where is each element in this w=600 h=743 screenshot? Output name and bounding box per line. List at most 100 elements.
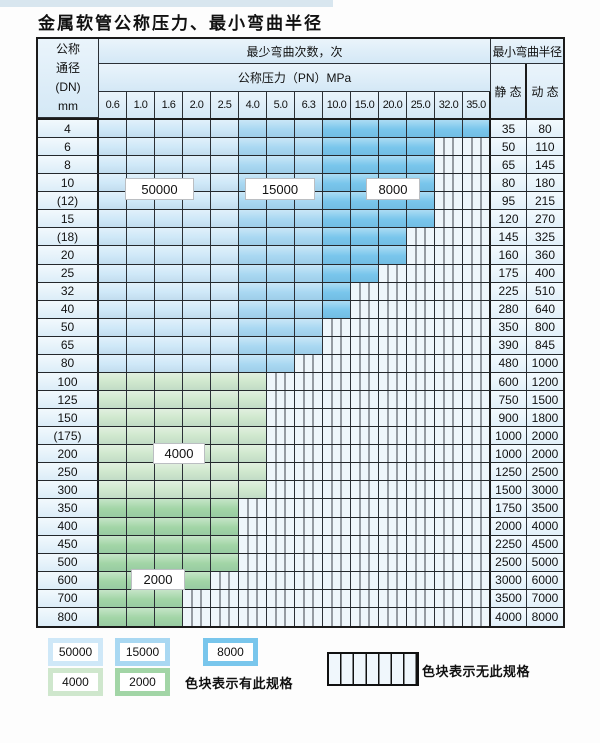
spec-cell xyxy=(211,138,239,156)
spec-cell xyxy=(379,138,407,156)
spec-cell xyxy=(435,463,463,481)
spec-cell xyxy=(435,427,463,445)
spec-cell xyxy=(183,282,211,300)
spec-cell xyxy=(99,553,127,571)
table-row: 8 65 145 xyxy=(38,156,563,175)
spec-cell xyxy=(239,517,267,535)
spec-cell xyxy=(295,463,323,481)
spec-cell xyxy=(127,553,155,571)
spec-cell xyxy=(267,463,295,481)
spec-cell xyxy=(295,427,323,445)
spec-cell xyxy=(463,174,491,192)
spec-cell xyxy=(99,192,127,210)
nominal-pressure-header: 公称压力（PN）MPa xyxy=(99,64,491,92)
table-row: 50 350 800 xyxy=(38,318,563,337)
static-radius-cell: 390 xyxy=(491,336,527,354)
static-radius-cell: 3000 xyxy=(491,571,527,589)
spec-cell xyxy=(99,535,127,553)
legend-swatch-2000: 2000 xyxy=(115,668,170,696)
spec-cell xyxy=(407,264,435,282)
spec-cell xyxy=(435,318,463,336)
spec-cell xyxy=(463,535,491,553)
spec-cell xyxy=(183,499,211,517)
dynamic-radius-cell: 325 xyxy=(527,228,563,246)
legend-swatch-label: 50000 xyxy=(53,643,98,661)
spec-cell xyxy=(99,138,127,156)
spec-cell xyxy=(155,336,183,354)
spec-cell xyxy=(407,156,435,174)
dynamic-radius-cell: 2500 xyxy=(527,463,563,481)
spec-cell xyxy=(211,192,239,210)
pressure-column-header: 10.0 xyxy=(323,92,351,118)
spec-cell xyxy=(407,228,435,246)
spec-cell xyxy=(183,228,211,246)
table-header: 公称 通径 (DN) mm 最少弯曲次数，次 最小弯曲半径 公称压力（PN）MP… xyxy=(38,39,563,120)
pressure-column-header: 1.0 xyxy=(127,92,155,118)
region-label-15000: 15000 xyxy=(245,178,315,200)
static-radius-cell: 1000 xyxy=(491,445,527,463)
spec-cell xyxy=(127,228,155,246)
spec-cell xyxy=(211,535,239,553)
dn-cell: 100 xyxy=(38,372,99,391)
spec-cell xyxy=(463,571,491,589)
table-row: 4 35 80 xyxy=(38,120,563,139)
spec-cell xyxy=(99,607,127,626)
spec-cell xyxy=(239,571,267,589)
dynamic-radius-cell: 8000 xyxy=(527,607,563,626)
dynamic-radius-cell: 5000 xyxy=(527,553,563,571)
spec-cell xyxy=(99,445,127,463)
spec-cell xyxy=(267,210,295,228)
spec-cell xyxy=(463,517,491,535)
spec-cell xyxy=(267,138,295,156)
spec-cell xyxy=(351,156,379,174)
table-row: (175) 1000 2000 xyxy=(38,427,563,446)
spec-cell xyxy=(155,517,183,535)
spec-cell xyxy=(127,607,155,626)
spec-cell xyxy=(99,571,127,589)
spec-cell xyxy=(379,372,407,391)
spec-cell xyxy=(239,138,267,156)
dynamic-radius-cell: 4000 xyxy=(527,517,563,535)
spec-cell xyxy=(183,607,211,626)
spec-cell xyxy=(323,120,351,138)
spec-cell xyxy=(183,463,211,481)
static-radius-cell: 1000 xyxy=(491,427,527,445)
spec-cell xyxy=(295,138,323,156)
spec-cell xyxy=(351,409,379,427)
spec-cell xyxy=(211,264,239,282)
spec-cell xyxy=(379,264,407,282)
spec-cell xyxy=(127,354,155,372)
spec-cell xyxy=(407,336,435,354)
static-radius-cell: 480 xyxy=(491,354,527,372)
spec-cell xyxy=(239,318,267,336)
spec-cell xyxy=(267,409,295,427)
spec-cell xyxy=(155,354,183,372)
dn-cell: 400 xyxy=(38,517,99,535)
spec-cell xyxy=(435,571,463,589)
spec-cell xyxy=(295,246,323,264)
spec-cell xyxy=(407,354,435,372)
spec-cell xyxy=(239,264,267,282)
spec-cell xyxy=(183,264,211,282)
spec-cell xyxy=(183,427,211,445)
dn-cell: 40 xyxy=(38,300,99,318)
spec-cell xyxy=(463,336,491,354)
spec-cell xyxy=(351,264,379,282)
dn-cell: 450 xyxy=(38,535,99,553)
dn-cell: 600 xyxy=(38,571,99,589)
dn-cell: 300 xyxy=(38,481,99,499)
spec-cell xyxy=(267,499,295,517)
spec-cell xyxy=(99,517,127,535)
static-radius-cell: 280 xyxy=(491,300,527,318)
spec-cell xyxy=(407,210,435,228)
static-radius-cell: 145 xyxy=(491,228,527,246)
spec-cell xyxy=(211,246,239,264)
spec-cell xyxy=(351,517,379,535)
spec-cell xyxy=(99,210,127,228)
spec-cell xyxy=(155,535,183,553)
spec-cell xyxy=(127,589,155,607)
spec-cell xyxy=(323,264,351,282)
pressure-column-header: 4.0 xyxy=(239,92,267,118)
spec-cell xyxy=(379,499,407,517)
spec-cell xyxy=(295,156,323,174)
